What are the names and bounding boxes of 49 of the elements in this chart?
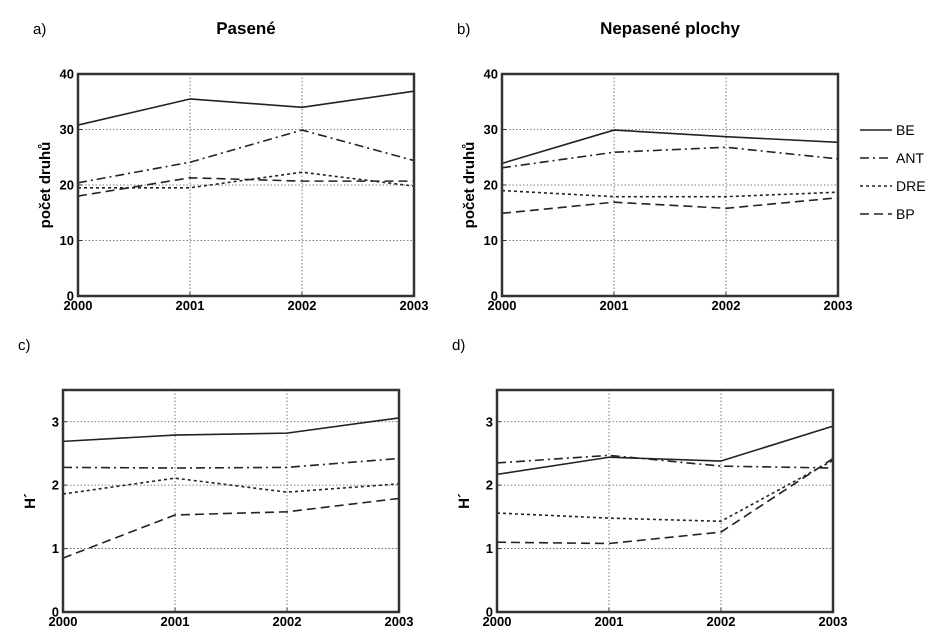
x-tick-label: 2002 (706, 614, 736, 629)
y-tick-label: 10 (60, 233, 74, 248)
y-tick-label: 2 (52, 478, 59, 493)
line-series (501, 146, 839, 169)
y-tick-label: 40 (484, 66, 498, 82)
text: d) (452, 337, 466, 354)
x-tick-label: 2001 (594, 614, 624, 629)
y-tick-label: 20 (60, 178, 74, 193)
y-tick-label: 20 (484, 178, 498, 193)
y-axis-title: počet druhů (37, 142, 54, 228)
line-series (77, 129, 415, 184)
y-tick-label: 2 (486, 478, 493, 493)
chart-title: Nepasené plochy (600, 19, 740, 38)
line-series (62, 498, 400, 559)
text: b) (457, 21, 470, 38)
text: a) (33, 21, 46, 38)
x-tick-label: 2001 (600, 298, 628, 313)
x-tick-label: 2003 (818, 614, 848, 629)
legend-label: DRE (896, 178, 926, 194)
line-series (62, 477, 400, 495)
legend-label: ANT (896, 150, 924, 166)
line-series (496, 425, 834, 476)
x-tick-label: 2001 (160, 614, 190, 629)
y-tick-label: 10 (484, 233, 498, 248)
x-tick-label: 2002 (712, 298, 740, 313)
chart-title: Pasené (216, 19, 276, 38)
x-tick-label: 2003 (824, 298, 852, 313)
y-tick-label: 30 (60, 122, 74, 138)
line-series (501, 196, 839, 214)
y-tick-label: 1 (486, 541, 493, 556)
line-series (501, 129, 839, 164)
x-tick-label: 2003 (384, 614, 414, 629)
text: c) (18, 337, 30, 354)
x-tick-label: 2001 (176, 298, 204, 313)
y-axis-title: počet druhů (461, 142, 478, 228)
x-tick-label: 2003 (400, 298, 428, 313)
y-tick-label: 3 (486, 414, 493, 430)
y-axis-title: H´ (456, 493, 473, 509)
x-tick-label: 2002 (288, 298, 316, 313)
y-axis-title: H´ (22, 493, 39, 509)
line-series (77, 90, 415, 126)
legend-label: BP (896, 206, 915, 222)
y-tick-label: 40 (60, 66, 74, 82)
line-series (62, 417, 400, 442)
legend-label: BE (896, 122, 915, 138)
x-tick-label: 2002 (272, 614, 302, 629)
y-tick-label: 1 (52, 541, 59, 556)
y-tick-label: 3 (52, 414, 59, 430)
y-tick-label: 30 (484, 122, 498, 138)
